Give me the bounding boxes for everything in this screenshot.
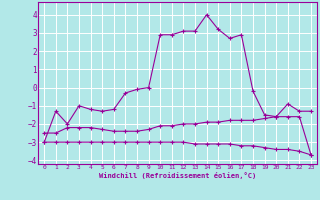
X-axis label: Windchill (Refroidissement éolien,°C): Windchill (Refroidissement éolien,°C) <box>99 172 256 179</box>
